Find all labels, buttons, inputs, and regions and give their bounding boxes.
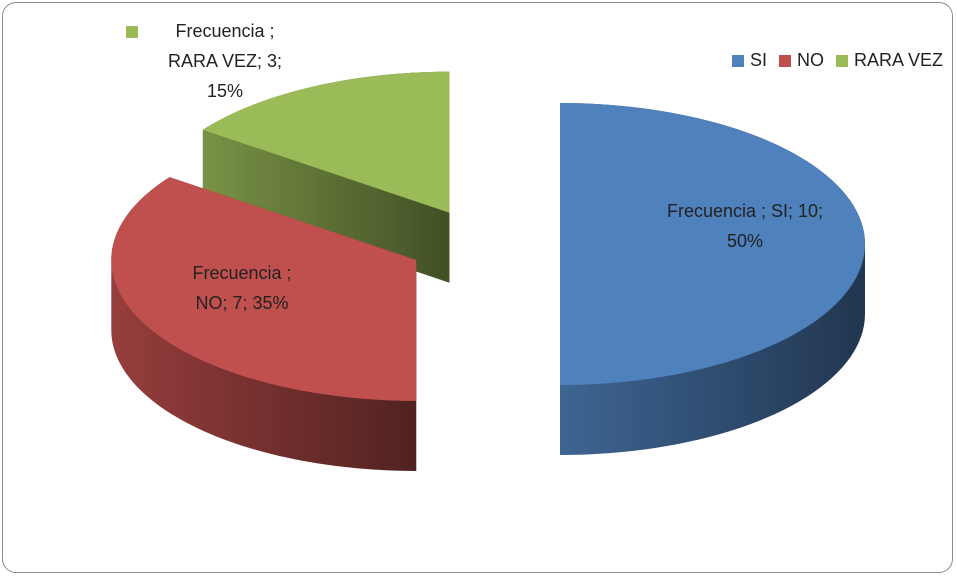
data-label: Frecuencia ; RARA VEZ; 3; 15% bbox=[167, 21, 283, 101]
data-label: Frecuencia ; NO; 7; 35% bbox=[192, 263, 292, 313]
legend: SI NO RARA VEZ bbox=[731, 50, 943, 71]
legend-swatch bbox=[778, 54, 791, 67]
pie-slice bbox=[202, 71, 450, 283]
legend-item: SI bbox=[731, 50, 767, 71]
pie-slice bbox=[111, 177, 417, 471]
data-label: Frecuencia ; SI; 10; 50% bbox=[666, 201, 824, 251]
legend-item: RARA VEZ bbox=[835, 50, 943, 71]
slice-top bbox=[111, 177, 417, 401]
legend-swatch bbox=[731, 54, 744, 67]
slice-top bbox=[560, 103, 865, 385]
legend-swatch bbox=[835, 54, 848, 67]
label-key bbox=[126, 26, 138, 38]
legend-item: NO bbox=[778, 50, 824, 71]
legend-label: RARA VEZ bbox=[853, 50, 943, 70]
slice-top bbox=[202, 71, 450, 213]
legend-label: NO bbox=[796, 50, 824, 70]
pie-slice bbox=[560, 103, 865, 455]
legend-label: SI bbox=[749, 50, 767, 70]
